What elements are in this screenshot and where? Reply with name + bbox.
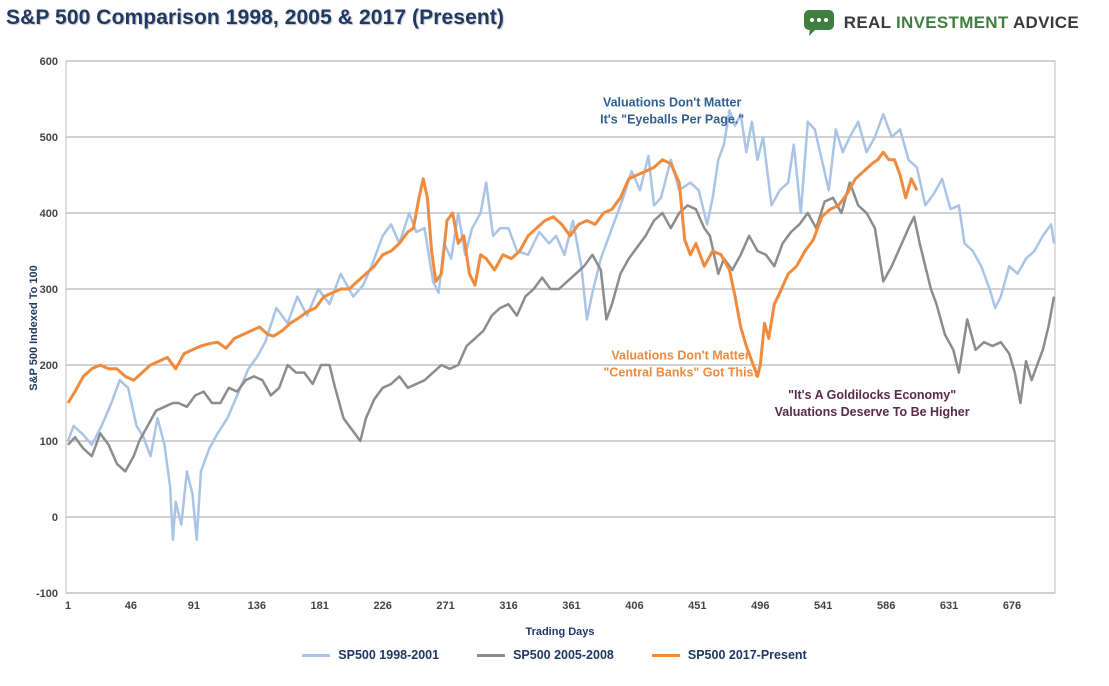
x-tick-label: 406 bbox=[625, 600, 643, 612]
y-tick-label: 0 bbox=[52, 512, 58, 524]
annotation: Valuations Don't Matter "Central Banks" G… bbox=[603, 349, 757, 380]
y-tick-label: 500 bbox=[40, 132, 58, 144]
y-tick-labels: 600 500 400 300 200 100 0 -100 bbox=[36, 56, 58, 600]
x-tick-label: 586 bbox=[877, 600, 895, 612]
x-tick-label: 181 bbox=[311, 600, 329, 612]
legend-item: SP500 2017-Present bbox=[651, 648, 807, 662]
x-tick-label: 91 bbox=[188, 600, 200, 612]
y-tick-label: 200 bbox=[40, 360, 58, 372]
x-tick-label: 271 bbox=[436, 600, 454, 612]
annotation: "It's A Goldilocks Economy" Valuations De… bbox=[775, 388, 970, 419]
x-tick-label: 316 bbox=[499, 600, 517, 612]
x-tick-label: 361 bbox=[562, 600, 580, 612]
y-axis-label: S&P 500 Indexed To 100 bbox=[28, 265, 40, 391]
brand-name: REAL INVESTMENT ADVICE bbox=[843, 13, 1079, 32]
x-tick-label: 496 bbox=[751, 600, 769, 612]
x-tick-label: 136 bbox=[248, 600, 266, 612]
plot-area bbox=[65, 60, 1056, 594]
legend: SP500 1998-2001 SP500 2005-2008 SP500 20… bbox=[0, 648, 1109, 662]
y-tick-label: 400 bbox=[40, 208, 58, 220]
legend-item: SP500 2005-2008 bbox=[477, 648, 614, 662]
x-tick-label: 1 bbox=[65, 600, 71, 612]
series-line-3 bbox=[66, 150, 919, 404]
annotation: Valuations Don't Matter It's "Eyeballs Pe… bbox=[600, 96, 744, 127]
annotations: Valuations Don't Matter It's "Eyeballs Pe… bbox=[600, 96, 970, 420]
x-tick-labels: 1 46 91 136 181 226 271 316 361 406 451 496 541 586 63… bbox=[65, 600, 1021, 612]
y-tick-label: 600 bbox=[40, 56, 58, 68]
x-tick-label: 451 bbox=[688, 600, 706, 612]
gridlines bbox=[65, 60, 1056, 594]
series-line-1 bbox=[66, 109, 1056, 542]
x-tick-label: 226 bbox=[373, 600, 391, 612]
series-lines bbox=[66, 109, 1056, 542]
chat-bubble-icon bbox=[803, 10, 834, 36]
x-axis-label: Trading Days bbox=[525, 626, 594, 638]
y-tick-label: 100 bbox=[40, 436, 58, 448]
y-tick-label: -100 bbox=[36, 588, 58, 600]
x-tick-label: 46 bbox=[125, 600, 137, 612]
x-tick-label: 631 bbox=[940, 600, 958, 612]
chart-title: S&P 500 Comparison 1998, 2005 & 2017 (Pr… bbox=[6, 6, 504, 29]
x-tick-label: 676 bbox=[1003, 600, 1021, 612]
y-tick-label: 300 bbox=[40, 284, 58, 296]
x-tick-label: 541 bbox=[814, 600, 832, 612]
brand-logo: REAL INVESTMENT ADVICE bbox=[802, 8, 1079, 38]
series-line-2 bbox=[67, 181, 1056, 473]
legend-item: SP500 1998-2001 bbox=[302, 648, 439, 662]
